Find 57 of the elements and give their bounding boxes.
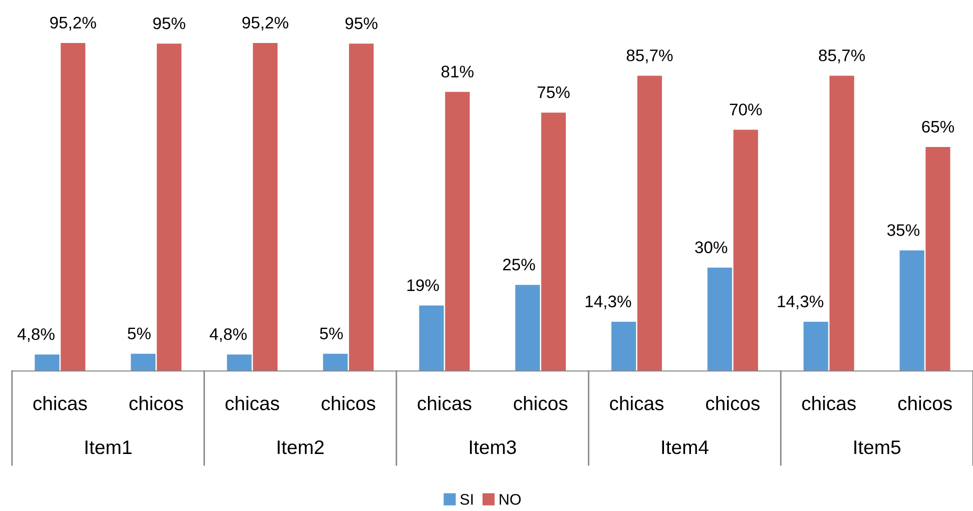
bar [804, 322, 828, 371]
bar [611, 322, 636, 371]
text: Item1 [86, 440, 132, 454]
data-label: 30% [695, 241, 728, 254]
data-label: 95% [153, 17, 186, 30]
x-tick-label: chicos [706, 396, 760, 410]
text: Item3 [470, 440, 516, 454]
data-label: 81% [441, 66, 474, 78]
legend-label: NO [500, 494, 521, 505]
data-label: 85,7% [626, 49, 673, 64]
bar [323, 354, 348, 371]
text: Item4 [662, 440, 708, 454]
data-label: 14,3% [778, 296, 824, 310]
text: Item2 [278, 440, 324, 454]
data-label: 4,8% [210, 328, 247, 342]
bar [830, 76, 854, 371]
data-label: 95,2% [50, 16, 96, 31]
bar [252, 42, 278, 371]
data-label: 35% [887, 224, 920, 236]
bar [707, 268, 732, 371]
x-tick-label: chicas [802, 396, 856, 410]
data-label: 75% [538, 86, 570, 98]
legend-label: SI [460, 494, 473, 505]
data-label: 25% [503, 258, 536, 270]
data-label: 5% [320, 328, 343, 340]
x-tick-label: chicos [898, 396, 952, 410]
data-label: 5% [128, 328, 151, 340]
bar [349, 44, 374, 371]
data-label: 95% [345, 17, 378, 30]
bar [733, 130, 758, 371]
bar [34, 354, 60, 371]
data-label: 14,3% [586, 296, 632, 310]
x-tick-label: chicos [322, 396, 376, 410]
bar [900, 250, 924, 371]
x-tick-label: chicas [418, 396, 472, 410]
data-label: 19% [407, 279, 439, 292]
bar [515, 284, 540, 371]
data-label: 95,2% [242, 16, 288, 31]
bar [60, 42, 86, 371]
bar [445, 92, 470, 371]
data-label: 70% [730, 104, 762, 116]
x-tick-label: chicas [610, 396, 664, 410]
x-tick-label: chicas [226, 396, 280, 410]
data-label: 65% [922, 120, 954, 133]
data-label: 4,8% [18, 328, 55, 342]
bar [637, 76, 662, 371]
bar [541, 112, 566, 371]
data-label: 85,7% [818, 49, 865, 64]
text: Item5 [854, 440, 900, 454]
x-tick-label: chicos [129, 396, 184, 410]
bar [226, 354, 252, 371]
bar [419, 306, 444, 371]
bar [130, 354, 156, 371]
bar [156, 44, 182, 371]
x-tick-label: chicas [33, 396, 87, 410]
x-tick-label: chicos [514, 396, 568, 410]
bar [926, 147, 950, 371]
